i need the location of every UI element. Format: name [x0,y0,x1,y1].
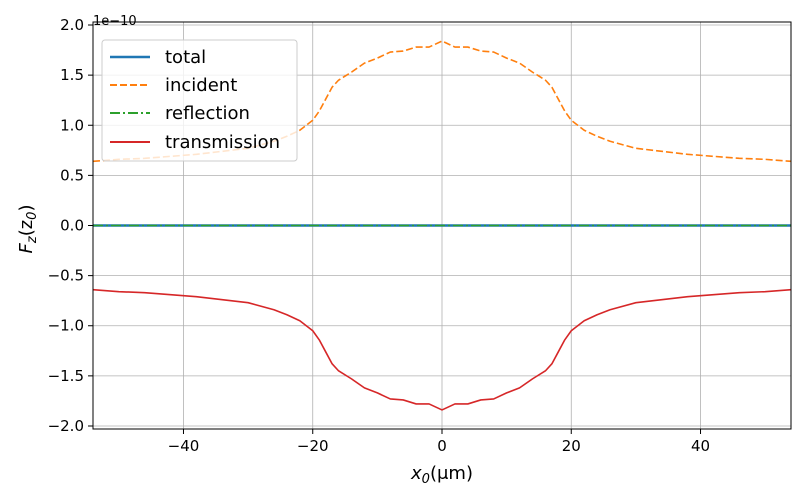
y-tick-label: 1.0 [60,116,84,134]
ticks: −40 −20 0 20 40 −2.0 −1.5 −1.0 −0.5 0.0 0.5 1.0 1.5 2… [48,16,711,455]
series-layer [92,40,792,411]
legend-box [101,39,298,162]
legend-entry-reflection: reflection [165,103,250,124]
legend-entry-total: total [165,47,206,68]
y-tick-label: 0.0 [60,217,84,235]
y-tick-label: −1.0 [48,317,84,335]
legend: total incident reflection transmission [101,39,298,162]
series-line-transmission [92,288,792,411]
y-tick-label: 2.0 [60,16,84,34]
x-tick-label: 20 [562,437,581,455]
y-axis-label: Fz(z0) [16,205,40,254]
legend-entry-incident: incident [165,75,237,96]
y-tick-label: −2.0 [48,417,84,435]
x-tick-label: −40 [168,437,200,455]
x-axis-label: x0(μm) [410,463,473,487]
x-tick-label: 40 [691,437,710,455]
y-tick-label: 1.5 [60,66,84,84]
y-tick-label: −1.5 [48,367,84,385]
y-tick-label: 0.5 [60,166,84,184]
x-tick-label: −20 [297,437,329,455]
legend-entry-transmission: transmission [165,132,280,153]
y-tick-label: −0.5 [48,267,84,285]
y-offset-label: 1e−10 [93,14,137,29]
x-tick-label: 0 [437,437,447,455]
